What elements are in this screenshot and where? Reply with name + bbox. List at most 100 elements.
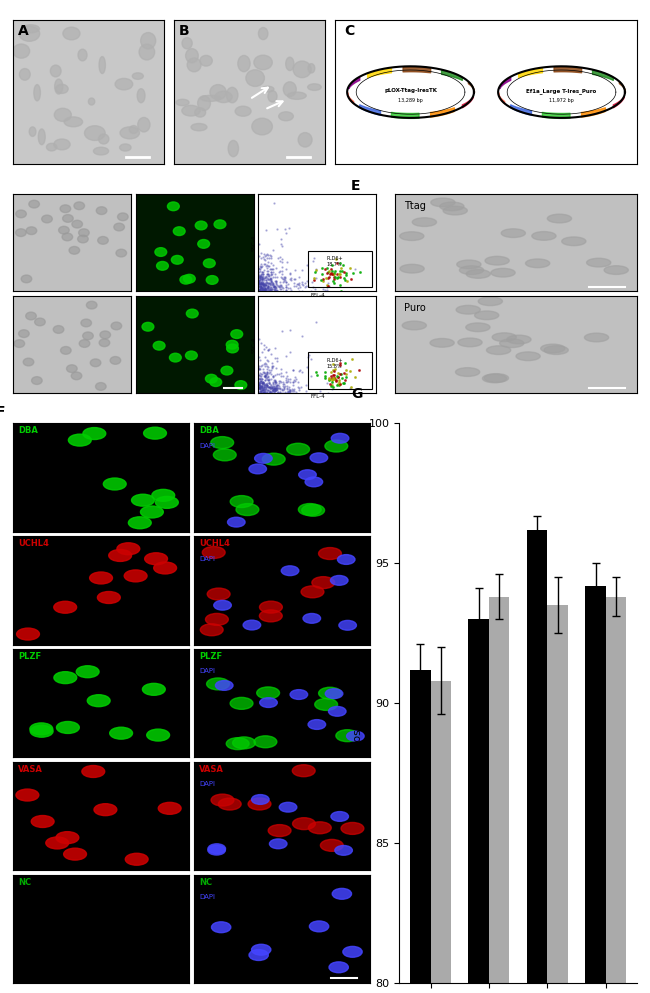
Point xyxy=(261,282,271,298)
Point xyxy=(259,281,270,297)
Point xyxy=(256,371,266,387)
Point xyxy=(261,221,272,237)
Point xyxy=(256,382,266,398)
Point xyxy=(254,380,264,396)
Ellipse shape xyxy=(69,246,80,254)
Point xyxy=(330,269,340,285)
Point xyxy=(281,282,291,298)
Point xyxy=(258,277,268,293)
Point xyxy=(256,276,266,292)
Point xyxy=(271,382,281,398)
Point xyxy=(261,258,272,274)
Point xyxy=(341,369,352,385)
Point xyxy=(257,273,267,289)
Point xyxy=(285,265,295,281)
Point xyxy=(272,381,282,397)
Ellipse shape xyxy=(263,453,285,465)
Point xyxy=(258,384,268,400)
Text: 11,972 bp: 11,972 bp xyxy=(549,98,574,103)
Point xyxy=(274,375,284,391)
Ellipse shape xyxy=(208,844,226,854)
Point xyxy=(281,380,292,396)
Point xyxy=(285,322,295,338)
Point xyxy=(254,370,264,386)
Ellipse shape xyxy=(337,555,355,564)
Ellipse shape xyxy=(308,64,315,73)
Ellipse shape xyxy=(76,665,99,677)
Point xyxy=(255,279,265,295)
Point xyxy=(325,266,335,282)
Point xyxy=(267,242,278,258)
Point xyxy=(259,356,270,372)
Point xyxy=(267,382,278,398)
Ellipse shape xyxy=(21,275,32,283)
Point xyxy=(320,364,330,380)
Point xyxy=(259,375,269,391)
Point xyxy=(276,236,286,252)
Point xyxy=(259,282,269,298)
Point xyxy=(339,375,349,391)
Point xyxy=(257,381,267,397)
Point xyxy=(264,272,274,288)
Point xyxy=(274,380,284,396)
Ellipse shape xyxy=(298,133,312,147)
Point xyxy=(322,279,332,295)
Text: UCHL4: UCHL4 xyxy=(199,539,230,548)
Point xyxy=(260,377,270,393)
Point xyxy=(257,379,267,395)
Point xyxy=(269,380,280,396)
Point xyxy=(265,261,275,277)
Point xyxy=(270,273,281,289)
Point xyxy=(264,383,274,399)
Point xyxy=(254,283,264,299)
Point xyxy=(259,281,270,297)
Ellipse shape xyxy=(532,231,556,240)
Ellipse shape xyxy=(290,689,307,699)
Point xyxy=(267,374,278,390)
Point xyxy=(265,385,275,401)
Ellipse shape xyxy=(318,687,341,699)
Ellipse shape xyxy=(176,99,189,105)
Point xyxy=(263,379,274,395)
Ellipse shape xyxy=(30,723,53,735)
Point xyxy=(265,380,276,396)
Point xyxy=(255,384,265,400)
Point xyxy=(337,370,348,386)
Point xyxy=(256,373,266,389)
Ellipse shape xyxy=(185,352,198,359)
Point xyxy=(260,350,270,365)
Text: VASA: VASA xyxy=(199,765,224,774)
Point xyxy=(320,282,330,298)
Point xyxy=(262,384,272,400)
Point xyxy=(322,277,332,293)
Point xyxy=(327,266,337,282)
Point xyxy=(326,381,337,397)
Point xyxy=(270,373,280,389)
Point xyxy=(256,278,266,294)
Ellipse shape xyxy=(168,202,179,211)
Point xyxy=(285,382,296,398)
Point xyxy=(326,261,336,277)
Point xyxy=(293,280,304,296)
Point xyxy=(262,275,272,291)
Point xyxy=(257,283,268,299)
Point xyxy=(266,380,277,396)
Ellipse shape xyxy=(482,374,506,382)
Point xyxy=(254,380,265,396)
Point xyxy=(329,266,339,282)
Point xyxy=(292,276,302,292)
Point xyxy=(267,359,278,375)
Point xyxy=(259,283,269,299)
Ellipse shape xyxy=(293,61,311,77)
Point xyxy=(255,381,266,397)
Ellipse shape xyxy=(129,516,151,528)
Point xyxy=(262,280,272,296)
Point xyxy=(261,368,272,384)
Point xyxy=(256,275,266,291)
Point xyxy=(255,366,266,382)
Point xyxy=(266,283,277,299)
Point xyxy=(255,378,266,394)
Point xyxy=(332,367,342,383)
Point xyxy=(257,276,267,292)
Ellipse shape xyxy=(78,50,87,61)
